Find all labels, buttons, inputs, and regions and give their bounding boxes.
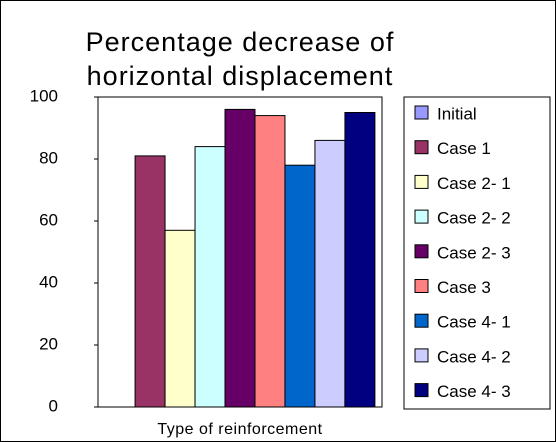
legend-swatch	[414, 383, 429, 398]
legend-label: Case 2- 1	[437, 174, 511, 193]
bar	[164, 229, 196, 408]
legend-swatch	[414, 348, 429, 363]
chart-title: horizontal displacement	[87, 61, 394, 91]
y-tick-label: 40	[39, 272, 58, 291]
bar	[134, 155, 166, 408]
y-tick-label: 100	[30, 86, 58, 105]
legend-swatch	[414, 174, 429, 189]
legend-swatch	[414, 105, 429, 120]
legend-label: Case 1	[437, 139, 491, 158]
y-tick-label: 0	[49, 396, 58, 415]
legend-label: Case 4- 1	[437, 313, 511, 332]
x-tick-label: Type of reinforcement	[157, 421, 322, 438]
legend-label: Initial	[437, 104, 477, 123]
bar	[284, 164, 316, 408]
y-tick-label: 80	[39, 148, 58, 167]
legend-label: Case 2- 2	[437, 209, 511, 228]
bar	[224, 108, 256, 408]
bar	[344, 112, 376, 408]
legend-label: Case 4- 2	[437, 347, 511, 366]
bar	[314, 139, 346, 408]
legend-label: Case 2- 3	[437, 243, 511, 262]
legend-swatch	[414, 140, 429, 155]
legend-swatch	[414, 244, 429, 259]
legend-label: Case 3	[437, 278, 491, 297]
legend-swatch	[414, 209, 429, 224]
legend-swatch	[414, 279, 429, 293]
bar	[254, 115, 286, 408]
bar	[194, 146, 226, 408]
legend-label: Case 4- 3	[437, 382, 511, 401]
y-tick-label: 60	[39, 210, 58, 229]
y-tick-label: 20	[39, 334, 58, 353]
legend-swatch	[414, 313, 429, 328]
chart-title: Percentage decrease of	[86, 27, 395, 57]
